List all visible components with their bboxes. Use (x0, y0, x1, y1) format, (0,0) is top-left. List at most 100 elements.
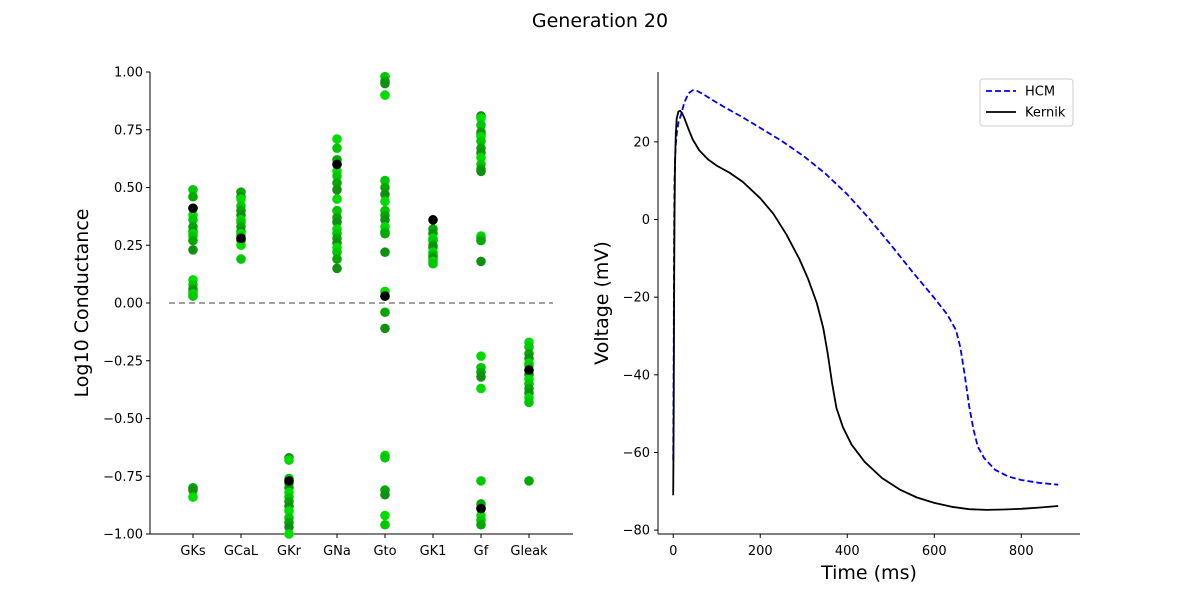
population-point (188, 191, 198, 202)
y-tick-label: −0.75 (103, 470, 143, 485)
population-point (332, 134, 342, 144)
x-tick-label: GK1 (420, 544, 447, 559)
series-line-kernik (672, 109, 1059, 511)
legend-label: Kernik (1025, 106, 1066, 121)
population-point (332, 205, 342, 216)
population-point (476, 136, 486, 147)
best-point (428, 215, 438, 225)
population-point (188, 485, 198, 495)
population-point (236, 254, 246, 264)
x-tick-label: GKr (277, 544, 302, 559)
population-point (428, 258, 438, 269)
population-point (380, 247, 390, 257)
y-tick-label: 1.00 (114, 66, 143, 81)
population-point (476, 351, 486, 361)
best-point (332, 159, 342, 170)
best-point (524, 365, 534, 375)
population-point (380, 175, 390, 186)
population-point (188, 185, 198, 195)
x-tick-label: Gleak (510, 544, 548, 559)
y-tick-label: −40 (623, 368, 650, 383)
population-point (476, 235, 486, 246)
population-point (380, 452, 390, 463)
x-axis-label: Time (ms) (820, 562, 917, 584)
population-point (380, 196, 390, 207)
population-point (476, 152, 486, 163)
best-point (284, 476, 294, 486)
population-point (332, 254, 342, 264)
population-point (188, 291, 198, 301)
y-tick-label: 20 (633, 135, 650, 150)
population-point (284, 455, 294, 465)
population-point (524, 397, 534, 408)
x-tick-label: 0 (669, 544, 677, 559)
y-tick-label: −0.50 (103, 412, 143, 427)
population-point (524, 476, 534, 486)
population-point (380, 228, 390, 239)
y-tick-label: −0.25 (103, 354, 143, 369)
population-point (284, 522, 294, 532)
population-point (188, 235, 198, 246)
population-point (476, 519, 486, 530)
x-tick-label: GKs (180, 544, 206, 559)
population-point (380, 189, 390, 200)
population-point (188, 215, 198, 225)
y-tick-label: 0 (642, 213, 650, 228)
y-tick-label: 0.75 (114, 123, 143, 138)
y-axis-label: Log10 Conductance (71, 209, 93, 398)
legend-box (979, 78, 1074, 127)
population-point (476, 372, 486, 382)
population-point (332, 247, 342, 257)
population-point (332, 185, 342, 195)
x-tick-label: 400 (835, 544, 860, 559)
population-point (284, 506, 294, 516)
population-point (332, 217, 342, 227)
conductance-scatter-chart: −1.00 −0.75 −0.50 −0.25 0.00 0.25 0.50 0.75 1.00… (71, 66, 573, 559)
population-point (380, 90, 390, 100)
y-tick-label: −1.00 (103, 528, 143, 543)
population-point (236, 194, 246, 204)
best-point (476, 503, 486, 514)
population-point (188, 245, 198, 255)
population-point (380, 519, 390, 530)
x-tick-label: 800 (1009, 544, 1034, 559)
population-point (524, 342, 534, 352)
series-line-hcm (672, 89, 1059, 486)
y-tick-label: 0.00 (114, 297, 143, 312)
x-tick-label: Gf (474, 544, 489, 559)
population-point (332, 263, 342, 274)
population-point (188, 492, 198, 502)
x-tick-label: Gto (373, 544, 396, 559)
population-point (332, 178, 342, 188)
best-point (380, 291, 390, 301)
population-point (380, 323, 390, 334)
population-point (476, 383, 486, 394)
population-point (380, 510, 390, 521)
x-tick-label: GCaL (224, 544, 259, 559)
population-point (380, 307, 390, 318)
y-tick-label: −20 (623, 291, 650, 306)
legend-label: HCM (1025, 85, 1055, 100)
population-point (476, 120, 486, 130)
population-point (476, 476, 486, 486)
y-axis-label: Voltage (mV) (591, 241, 613, 365)
figure-title: Generation 20 (532, 10, 668, 32)
y-tick-label: −80 (623, 524, 650, 539)
population-point (476, 256, 486, 267)
best-point (236, 233, 246, 244)
x-tick-label: GNa (323, 544, 351, 559)
population-point (380, 215, 390, 225)
y-tick-label: −60 (623, 446, 650, 461)
population-point (380, 78, 390, 89)
population-point (332, 143, 342, 154)
legend: HCM Kernik (979, 78, 1074, 127)
y-tick-label: 0.50 (114, 181, 143, 196)
population-point (476, 113, 486, 123)
population-point (332, 194, 342, 204)
population-point (284, 529, 294, 539)
x-tick-label: 200 (748, 544, 773, 559)
population-point (476, 166, 486, 177)
x-tick-label: 600 (922, 544, 947, 559)
